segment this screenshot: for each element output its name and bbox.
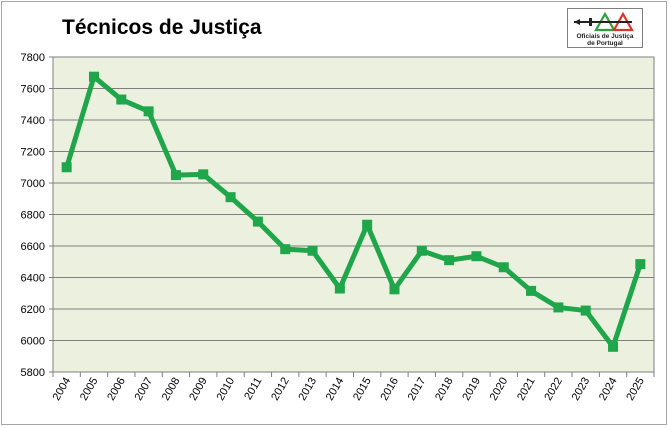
data-point-2010 <box>225 192 236 203</box>
y-tick-label: 7000 <box>21 178 45 190</box>
data-point-2025 <box>635 259 646 270</box>
x-tick-label: 2012 <box>269 376 292 403</box>
y-tick-label: 6800 <box>21 210 45 222</box>
x-tick-label: 2010 <box>215 376 238 403</box>
logo-emblem <box>574 11 634 32</box>
x-tick-label: 2022 <box>542 376 565 403</box>
data-point-2012 <box>280 244 291 255</box>
data-point-2017 <box>416 245 427 256</box>
data-point-2022 <box>553 302 564 313</box>
data-point-2018 <box>444 255 455 266</box>
y-axis: 5800 6000 6200 6400 6600 6800 7000 7200 7400 7600… <box>21 52 54 379</box>
x-tick-label: 2004 <box>51 376 74 403</box>
data-point-2019 <box>471 251 482 262</box>
x-tick-label: 2023 <box>570 376 593 403</box>
x-tick-label: 2014 <box>324 376 347 403</box>
y-tick-label: 6200 <box>21 304 45 316</box>
data-point-2009 <box>198 169 209 180</box>
data-point-2023 <box>580 305 591 316</box>
x-tick-label: 2007 <box>133 376 156 403</box>
data-point-2006 <box>116 94 127 105</box>
x-tick-label: 2017 <box>406 376 429 403</box>
x-axis: 2004 2005 2006 2007 2008 2009 2010 2011 2012 2013… <box>51 372 655 403</box>
data-point-2013 <box>307 245 318 256</box>
data-point-2014 <box>334 283 345 294</box>
x-tick-label: 2021 <box>515 376 538 403</box>
x-tick-label: 2019 <box>460 376 483 403</box>
data-point-2020 <box>498 262 509 273</box>
y-tick-label: 6000 <box>21 336 45 348</box>
y-tick-label: 7800 <box>21 52 45 64</box>
chart-title: Técnicos de Justiça <box>62 16 262 39</box>
x-tick-label: 2008 <box>160 376 183 403</box>
x-tick-label: 2013 <box>296 376 319 403</box>
logo-text-line2: de Portugal <box>587 40 623 47</box>
data-point-2011 <box>252 216 263 227</box>
data-point-2024 <box>608 341 619 352</box>
x-tick-label: 2024 <box>597 376 620 403</box>
logo: Oficiais de Justiça de Portugal <box>567 8 643 48</box>
y-tick-label: 7400 <box>21 115 45 127</box>
series-line <box>64 74 643 350</box>
y-tick-label: 7600 <box>21 84 45 96</box>
x-tick-label: 2018 <box>433 376 456 403</box>
x-tick-label: 2015 <box>351 376 374 403</box>
data-point-2021 <box>526 285 537 296</box>
logo-text-line1: Oficiais de Justiça <box>576 33 634 40</box>
data-point-2008 <box>170 170 181 181</box>
data-point-2004 <box>61 162 72 173</box>
data-point-2015 <box>362 219 373 230</box>
y-tick-label: 7200 <box>21 147 45 159</box>
data-series <box>61 71 646 352</box>
x-tick-label: 2020 <box>488 376 511 403</box>
data-point-2005 <box>88 71 99 82</box>
data-point-2007 <box>143 106 154 117</box>
grid-lines <box>52 56 655 373</box>
x-tick-label: 2005 <box>78 376 101 403</box>
x-tick-label: 2006 <box>105 376 128 403</box>
x-tick-label: 2025 <box>624 376 647 403</box>
x-tick-label: 2009 <box>187 376 210 403</box>
y-tick-label: 5800 <box>21 367 45 379</box>
x-tick-label: 2011 <box>242 376 264 402</box>
x-tick-label: 2016 <box>378 376 401 403</box>
y-tick-label: 6600 <box>21 241 45 253</box>
y-tick-label: 6400 <box>21 273 45 285</box>
data-point-2016 <box>389 284 400 295</box>
